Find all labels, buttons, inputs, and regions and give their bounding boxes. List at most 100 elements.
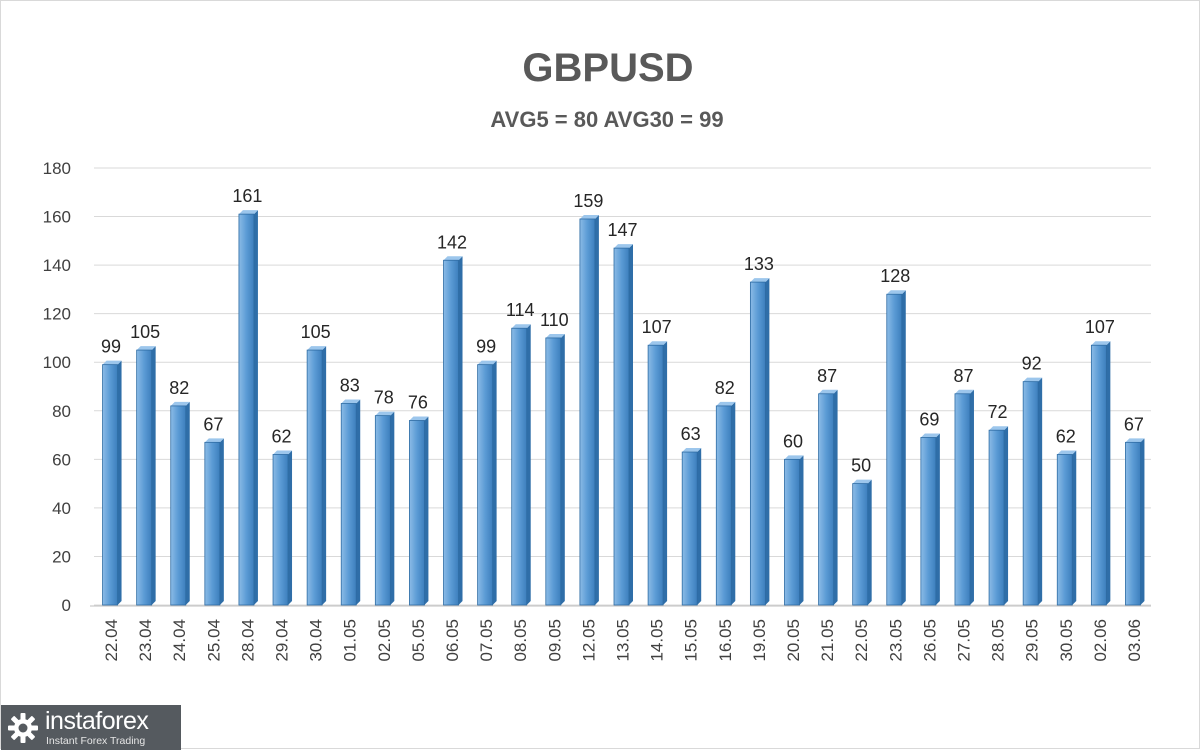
bar-top: [750, 278, 770, 283]
bar-front: [579, 218, 596, 606]
bar: [170, 401, 190, 606]
bar-front: [306, 349, 323, 606]
bar-front: [954, 393, 971, 606]
bar-front: [886, 293, 903, 606]
bar-front: [1125, 441, 1141, 606]
bar-side: [1072, 450, 1077, 605]
bar-side: [1038, 377, 1043, 605]
bar: [818, 389, 838, 606]
bar-top: [307, 346, 327, 351]
data-label: 161: [232, 186, 262, 206]
bar: [443, 256, 463, 606]
bar-front: [409, 420, 425, 606]
bar-top: [102, 360, 122, 365]
data-label: 67: [203, 414, 223, 434]
bar: [272, 450, 293, 606]
bar-top: [579, 214, 599, 219]
x-tick-label: 30.05: [1057, 619, 1076, 662]
bar-side: [1140, 438, 1145, 605]
x-tick-label: 19.05: [750, 619, 769, 662]
x-tick-label: 23.05: [886, 619, 905, 662]
data-label: 76: [408, 392, 428, 412]
bar-front: [204, 441, 221, 606]
bar-side: [526, 324, 531, 605]
bar-front: [681, 451, 698, 606]
y-tick-label: 140: [43, 256, 71, 275]
bar: [920, 433, 940, 606]
bar-front: [715, 405, 732, 606]
bar-front: [443, 259, 459, 606]
bar-side: [151, 346, 156, 605]
x-tick-label: 01.05: [341, 619, 360, 662]
bar-top: [273, 450, 293, 455]
data-label: 99: [101, 337, 121, 357]
bar-side: [117, 360, 122, 605]
x-tick-label: 05.05: [409, 619, 428, 662]
data-label: 82: [169, 378, 189, 398]
bar-front: [749, 281, 766, 606]
bar-top: [784, 455, 804, 460]
x-tick-label: 06.05: [443, 619, 462, 662]
y-tick-label: 60: [52, 450, 71, 469]
bar: [545, 333, 565, 606]
chart-title: GBPUSD: [522, 46, 693, 90]
bar-top: [341, 399, 361, 404]
bar-front: [340, 403, 357, 606]
bars: [102, 210, 1145, 606]
data-label: 62: [1056, 426, 1076, 446]
x-tick-label: 09.05: [545, 619, 564, 662]
bar-side: [969, 389, 974, 605]
bar-front: [920, 437, 937, 606]
bar-top: [1057, 450, 1077, 455]
bar-front: [511, 327, 528, 606]
gear-icon: [7, 712, 39, 749]
bar: [647, 341, 668, 606]
bar-front: [647, 344, 664, 606]
bar-top: [989, 426, 1009, 431]
x-tick-label: 07.05: [477, 619, 496, 662]
bar-side: [356, 399, 361, 605]
data-label: 105: [301, 322, 331, 342]
bar-front: [545, 337, 562, 606]
bar-top: [648, 341, 668, 346]
bar-side: [935, 433, 940, 605]
bar-front: [170, 405, 187, 606]
data-label: 114: [506, 300, 535, 320]
bar-side: [663, 341, 668, 605]
bar-front: [852, 483, 869, 606]
bar: [477, 360, 497, 606]
y-tick-label: 120: [43, 305, 71, 324]
data-label: 67: [1124, 414, 1144, 434]
x-axis-ticks: 22.04 23.04 24.04 25.04 28.04 29.04 30.04 01.05…: [102, 619, 1144, 662]
bar: [988, 426, 1009, 606]
bar: [306, 346, 327, 606]
bar-top: [886, 290, 906, 295]
bar-side: [1004, 426, 1009, 605]
bar: [238, 210, 258, 606]
bar-top: [920, 433, 940, 438]
data-label: 83: [340, 375, 360, 395]
bar-front: [477, 364, 494, 606]
bar: [204, 438, 224, 606]
x-tick-label: 25.04: [204, 619, 223, 662]
bar-side: [458, 256, 463, 605]
bar-side: [219, 438, 224, 605]
bar: [374, 411, 395, 606]
bar-top: [545, 333, 565, 338]
bar: [954, 389, 974, 606]
bar-side: [253, 210, 258, 605]
bar-side: [492, 360, 497, 605]
bar: [749, 278, 770, 606]
bar-side: [322, 346, 327, 605]
bar: [579, 214, 599, 606]
x-tick-label: 15.05: [682, 619, 701, 662]
bar-side: [833, 389, 838, 605]
data-label: 142: [437, 232, 467, 252]
bar-side: [288, 450, 293, 605]
y-tick-label: 160: [43, 208, 71, 227]
data-label: 87: [817, 366, 837, 386]
y-axis-ticks: 0 20 40 60 80 100 120 140 160 180: [43, 159, 71, 615]
x-tick-label: 23.04: [136, 619, 155, 662]
